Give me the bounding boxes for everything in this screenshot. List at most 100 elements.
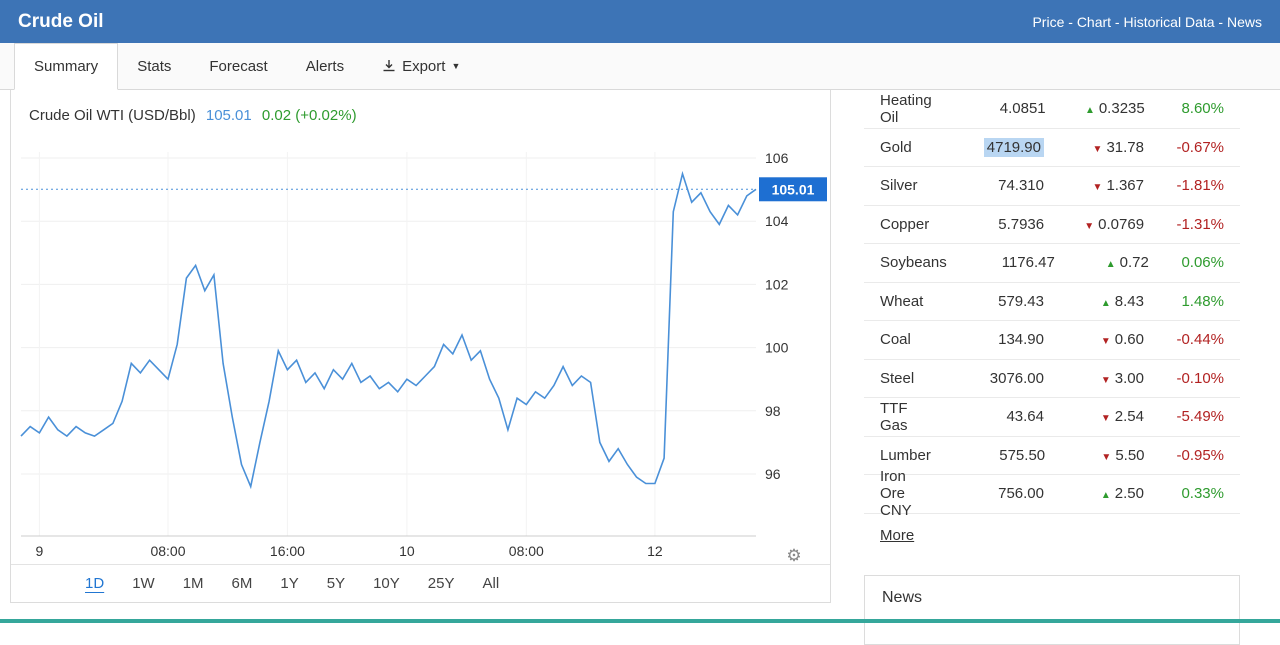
market-percent: 0.06% xyxy=(1181,254,1224,272)
x-axis-label: 08:00 xyxy=(509,543,544,559)
market-name: Silver xyxy=(880,177,918,195)
header-link-price[interactable]: Price xyxy=(1032,13,1065,30)
up-arrow-icon: ▲ xyxy=(1084,105,1095,117)
y-axis-label: 102 xyxy=(765,276,789,292)
market-percent: -1.31% xyxy=(1176,215,1224,233)
down-arrow-icon: ▼ xyxy=(1092,143,1103,155)
tab-forecast[interactable]: Forecast xyxy=(209,57,268,75)
market-percent: 0.33% xyxy=(1181,485,1224,503)
market-row-ttf-gas[interactable]: TTF Gas 43.64 ▼ 2.54 -5.49% xyxy=(864,398,1240,437)
market-price: 575.50 xyxy=(999,446,1046,464)
range-6m[interactable]: 6M xyxy=(231,575,253,592)
y-axis-label: 100 xyxy=(765,340,789,356)
current-price-badge xyxy=(759,177,827,202)
export-button[interactable]: Export ▼ xyxy=(363,43,479,89)
market-name: Steel xyxy=(880,369,915,387)
price-line xyxy=(20,170,757,490)
tab-alerts[interactable]: Alerts xyxy=(305,57,345,75)
market-row-lumber[interactable]: Lumber 575.50 ▼ 5.50 -0.95% xyxy=(864,437,1240,475)
market-name: Iron Ore CNY xyxy=(880,468,912,520)
current-price-badge-label: 105.01 xyxy=(772,181,815,197)
market-name: Heating Oil xyxy=(880,91,932,126)
market-price: 4.0851 xyxy=(999,100,1046,118)
market-change: ▼ 1.367 xyxy=(1092,177,1144,195)
header-link-chart[interactable]: Chart xyxy=(1076,13,1112,30)
more-link[interactable]: More xyxy=(880,526,915,544)
market-change: ▼ 3.00 xyxy=(1100,369,1144,387)
market-percent: -0.44% xyxy=(1176,331,1224,349)
market-change: ▼ 5.50 xyxy=(1101,446,1145,464)
chart-header: Crude Oil WTI (USD/Bbl) 105.01 0.02 (+0.… xyxy=(11,90,830,144)
news-title: News xyxy=(882,588,923,606)
down-arrow-icon: ▼ xyxy=(1100,413,1111,425)
market-row-iron-ore-cny[interactable]: Iron Ore CNY 756.00 ▲ 2.50 0.33% xyxy=(864,468,1240,519)
down-arrow-icon: ▼ xyxy=(1084,220,1095,232)
chart-price: 105.01 xyxy=(205,107,252,124)
tab-stats[interactable]: Stats xyxy=(137,57,172,75)
market-price: 74.310 xyxy=(998,177,1044,195)
header-link-news[interactable]: News xyxy=(1226,13,1262,30)
price-chart: 96 98 100 102 104 106 9 08:00 16:00 10 08:00 12 105.… xyxy=(11,144,829,565)
market-row-wheat[interactable]: Wheat 579.43 ▲ 8.43 1.48% xyxy=(864,283,1240,321)
market-row-coal[interactable]: Coal 134.90 ▼ 0.60 -0.44% xyxy=(864,321,1240,360)
x-axis-label: 12 xyxy=(647,543,663,559)
market-price: 756.00 xyxy=(998,485,1044,503)
range-1d[interactable]: 1D xyxy=(85,575,105,592)
market-name: TTF Gas xyxy=(880,399,908,434)
range-25y[interactable]: 25Y xyxy=(427,575,455,592)
y-axis-label: 98 xyxy=(765,403,781,419)
y-axis-label: 104 xyxy=(765,213,789,229)
market-change: ▼ 2.54 xyxy=(1100,408,1144,426)
chevron-down-icon: ▼ xyxy=(451,61,461,71)
market-percent: -1.81% xyxy=(1176,177,1224,195)
page-title: Crude Oil xyxy=(18,10,104,32)
market-price: 43.64 xyxy=(1006,408,1044,426)
header-link-historical-data[interactable]: Historical Data xyxy=(1123,13,1215,30)
market-name: Gold xyxy=(880,138,912,156)
tab-summary[interactable]: Summary xyxy=(14,43,119,90)
market-row-heating-oil[interactable]: Heating Oil 4.0851 ▲ 0.3235 8.60% xyxy=(864,90,1240,129)
range-1y[interactable]: 1Y xyxy=(280,575,299,592)
market-price: 134.90 xyxy=(998,331,1044,349)
x-axis-label: 16:00 xyxy=(270,543,305,559)
market-row-gold[interactable]: Gold 4719.90 ▼ 31.78 -0.67% xyxy=(864,129,1240,167)
down-arrow-icon: ▼ xyxy=(1092,182,1103,194)
chart-title: Crude Oil WTI (USD/Bbl) xyxy=(29,107,196,124)
chart-change: 0.02 (+0.02%) xyxy=(261,107,357,124)
market-price: 5.7936 xyxy=(998,215,1045,233)
range-1w[interactable]: 1W xyxy=(132,575,155,592)
down-arrow-icon: ▼ xyxy=(1101,451,1112,463)
down-arrow-icon: ▼ xyxy=(1100,336,1111,348)
market-row-soybeans[interactable]: Soybeans 1176.47 ▲ 0.72 0.06% xyxy=(864,244,1240,283)
market-percent: -0.10% xyxy=(1176,369,1224,387)
range-5y[interactable]: 5Y xyxy=(326,575,346,592)
market-change: ▼ 0.60 xyxy=(1100,331,1144,349)
download-icon xyxy=(382,59,396,73)
range-1m[interactable]: 1M xyxy=(182,575,204,592)
app-header: Crude Oil Price - Chart - Historical Dat… xyxy=(0,0,1280,43)
market-change: ▲ 2.50 xyxy=(1100,485,1144,503)
down-arrow-icon: ▼ xyxy=(1100,374,1111,386)
market-change: ▼ 31.78 xyxy=(1092,138,1144,156)
market-price: 4719.90 xyxy=(929,137,1044,157)
header-links: Price - Chart - Historical Data - News xyxy=(1032,14,1262,30)
chart-card: Crude Oil WTI (USD/Bbl) 105.01 0.02 (+0.… xyxy=(10,90,831,603)
up-arrow-icon: ▲ xyxy=(1105,259,1116,271)
market-name: Coal xyxy=(880,331,911,349)
market-change: ▲ 8.43 xyxy=(1100,292,1144,310)
market-row-silver[interactable]: Silver 74.310 ▼ 1.367 -1.81% xyxy=(864,167,1240,206)
market-name: Lumber xyxy=(880,446,931,464)
y-axis-label: 106 xyxy=(765,150,789,166)
range-all[interactable]: All xyxy=(482,575,500,592)
market-change: ▲ 0.72 xyxy=(1105,254,1149,272)
market-row-steel[interactable]: Steel 3076.00 ▼ 3.00 -0.10% xyxy=(864,360,1240,398)
market-change: ▼ 0.0769 xyxy=(1084,215,1145,233)
market-percent: -0.95% xyxy=(1176,446,1225,464)
settings-gear-icon[interactable]: ⚙ xyxy=(786,546,801,565)
market-percent: -0.67% xyxy=(1176,138,1224,156)
market-row-copper[interactable]: Copper 5.7936 ▼ 0.0769 -1.31% xyxy=(864,206,1240,244)
market-percent: -5.49% xyxy=(1176,408,1224,426)
market-price: 579.43 xyxy=(998,292,1044,310)
market-price: 3076.00 xyxy=(989,369,1044,387)
range-10y[interactable]: 10Y xyxy=(373,575,400,592)
